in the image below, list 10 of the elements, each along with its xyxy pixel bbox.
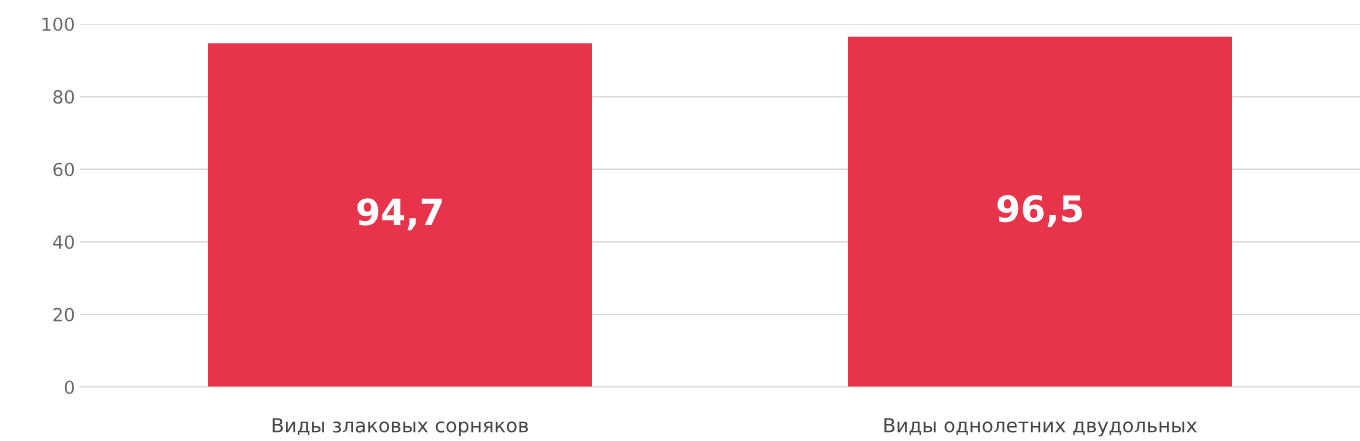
y-tick-label: 60: [53, 162, 74, 177]
y-tick-label: 100: [42, 17, 74, 32]
x-tick-label: Виды злаковых сорняков: [272, 418, 528, 437]
data-label: 94,7: [357, 198, 442, 231]
y-tick-label: 0: [64, 380, 74, 395]
y-tick-label: 80: [53, 90, 74, 104]
data-label: 96,5: [997, 195, 1083, 227]
y-tick-label: 20: [53, 307, 74, 322]
x-tick-label: Виды однолетних двудольных: [884, 418, 1197, 437]
y-tick-label: 40: [53, 235, 74, 249]
